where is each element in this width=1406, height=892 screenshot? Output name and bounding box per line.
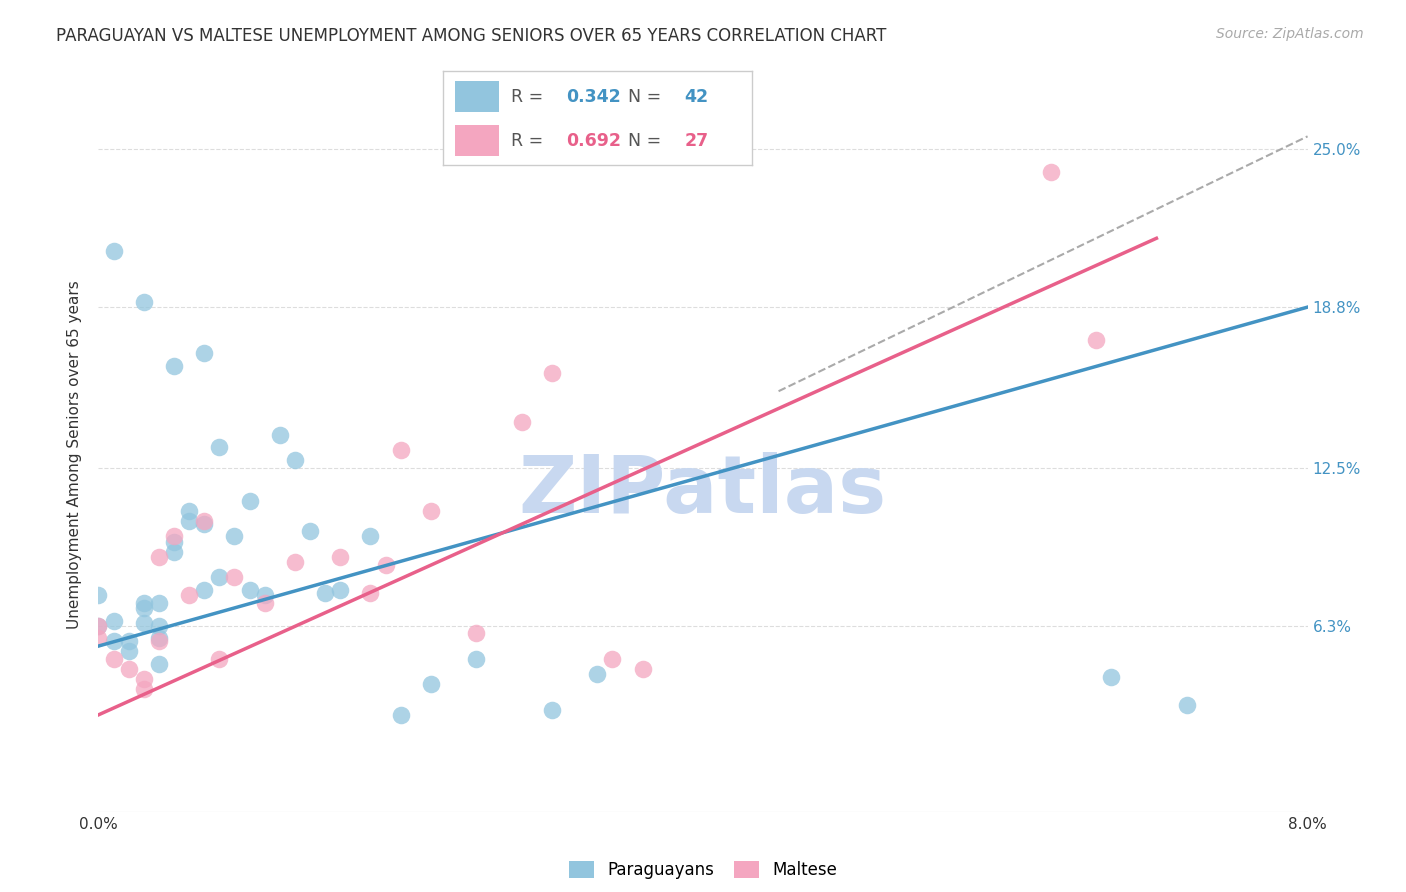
- Point: [148, 657, 170, 671]
- Point: [360, 529, 382, 543]
- Text: 42: 42: [685, 87, 709, 105]
- Point: [239, 493, 262, 508]
- Point: [208, 652, 231, 666]
- Point: [87, 588, 110, 602]
- Text: 0.692: 0.692: [567, 132, 621, 150]
- Point: [465, 652, 488, 666]
- Point: [586, 667, 609, 681]
- Point: [193, 514, 215, 528]
- Point: [179, 514, 201, 528]
- Point: [103, 634, 125, 648]
- Point: [465, 626, 488, 640]
- Point: [329, 549, 352, 564]
- Point: [163, 529, 186, 543]
- Point: [163, 534, 186, 549]
- Point: [253, 588, 276, 602]
- Point: [132, 682, 155, 697]
- Point: [360, 585, 382, 599]
- Text: 27: 27: [685, 132, 709, 150]
- Point: [329, 582, 352, 597]
- Bar: [456, 125, 499, 156]
- Point: [179, 588, 201, 602]
- Point: [208, 440, 231, 454]
- Text: R =: R =: [510, 87, 548, 105]
- Point: [163, 545, 186, 559]
- Text: ZIPatlas: ZIPatlas: [519, 451, 887, 530]
- Y-axis label: Unemployment Among Seniors over 65 years: Unemployment Among Seniors over 65 years: [67, 281, 83, 629]
- Point: [299, 524, 322, 539]
- Point: [193, 346, 215, 360]
- Point: [420, 677, 443, 691]
- Point: [389, 707, 412, 722]
- Point: [389, 442, 412, 457]
- Text: Source: ZipAtlas.com: Source: ZipAtlas.com: [1216, 27, 1364, 41]
- Text: 0.342: 0.342: [567, 87, 621, 105]
- Point: [420, 504, 443, 518]
- Point: [163, 359, 186, 373]
- Point: [148, 549, 170, 564]
- Point: [1099, 670, 1122, 684]
- Point: [510, 415, 533, 429]
- Text: N =: N =: [628, 132, 668, 150]
- Point: [602, 652, 624, 666]
- Point: [132, 596, 155, 610]
- Point: [132, 295, 155, 310]
- Bar: [456, 81, 499, 112]
- Point: [541, 367, 564, 381]
- Point: [1039, 165, 1062, 179]
- Point: [87, 632, 110, 646]
- Point: [224, 570, 246, 584]
- Text: N =: N =: [628, 87, 668, 105]
- Point: [179, 504, 201, 518]
- Point: [208, 570, 231, 584]
- Point: [284, 555, 307, 569]
- Point: [148, 634, 170, 648]
- Point: [118, 644, 141, 658]
- Point: [118, 634, 141, 648]
- Point: [284, 453, 307, 467]
- Text: R =: R =: [510, 132, 548, 150]
- Point: [132, 616, 155, 631]
- Point: [541, 703, 564, 717]
- Point: [374, 558, 396, 572]
- Point: [193, 582, 215, 597]
- Point: [314, 585, 336, 599]
- Point: [148, 632, 170, 646]
- Point: [239, 582, 262, 597]
- Point: [103, 614, 125, 628]
- Point: [193, 516, 215, 531]
- Point: [1175, 698, 1198, 712]
- Point: [269, 427, 291, 442]
- Point: [103, 244, 125, 258]
- Text: PARAGUAYAN VS MALTESE UNEMPLOYMENT AMONG SENIORS OVER 65 YEARS CORRELATION CHART: PARAGUAYAN VS MALTESE UNEMPLOYMENT AMONG…: [56, 27, 887, 45]
- Point: [132, 672, 155, 686]
- Point: [118, 662, 141, 676]
- Point: [132, 600, 155, 615]
- Point: [87, 618, 110, 632]
- Point: [148, 618, 170, 632]
- Point: [103, 652, 125, 666]
- Point: [253, 596, 276, 610]
- Point: [224, 529, 246, 543]
- Point: [1085, 333, 1108, 347]
- Point: [87, 618, 110, 632]
- Point: [631, 662, 654, 676]
- Legend: Paraguayans, Maltese: Paraguayans, Maltese: [562, 854, 844, 886]
- Point: [148, 596, 170, 610]
